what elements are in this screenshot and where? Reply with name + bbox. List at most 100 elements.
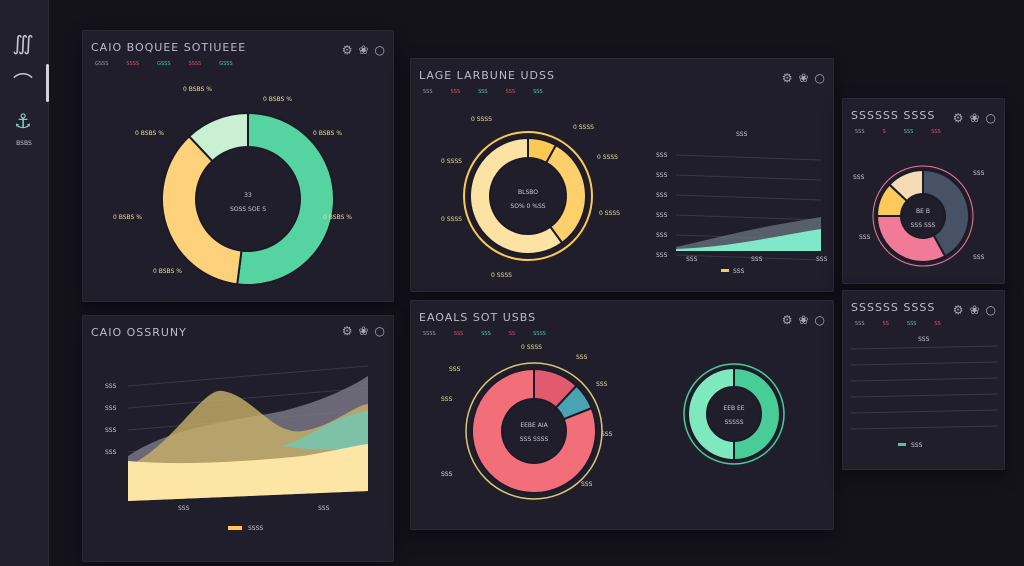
label: SSS <box>656 172 668 179</box>
label: 0 SSSS <box>599 210 620 217</box>
label: SSS <box>581 481 593 488</box>
label: SSS <box>105 427 117 434</box>
panel-title: LAGE LARBUNE UDSS <box>419 69 555 82</box>
settings-icon[interactable]: ⚙ <box>341 43 353 57</box>
legend: GSSS SSSS GSSS SSSS GSSS <box>95 61 233 67</box>
legend-item[interactable]: SSSS <box>423 331 436 337</box>
label: SSSSS <box>724 419 743 426</box>
legend-item[interactable]: SS <box>934 321 941 327</box>
label: 0 SSSS <box>491 272 512 279</box>
legend-item[interactable]: SSS <box>906 321 917 327</box>
legend-item[interactable]: SSS <box>903 129 914 135</box>
label: 33 <box>244 192 252 199</box>
label: 0 SSSS <box>521 344 542 351</box>
panel-toolbar: ⚙ ❀ ○ <box>342 43 385 57</box>
filter-icon[interactable]: ❀ <box>798 71 809 85</box>
more-icon[interactable]: ○ <box>985 303 996 317</box>
panel-title: CAIO OSSRUNY <box>91 326 187 339</box>
donut-segment[interactable] <box>471 367 597 494</box>
legend-item[interactable]: SSS <box>423 89 433 95</box>
label: 0 SSSS <box>471 116 492 123</box>
scrollbar[interactable] <box>46 64 49 102</box>
legend-item[interactable]: SSSS <box>188 61 202 67</box>
label: SSS <box>736 131 748 138</box>
donut-segment[interactable] <box>687 366 735 462</box>
settings-icon[interactable]: ⚙ <box>952 111 964 125</box>
legend-item[interactable]: SSSS <box>126 61 140 67</box>
label: SSS <box>751 256 763 263</box>
gridline <box>850 393 999 398</box>
legend-item[interactable]: SSS <box>931 129 941 135</box>
donut-segment[interactable] <box>888 168 924 203</box>
donut-segment[interactable] <box>875 215 947 263</box>
legend-item[interactable]: GSSS <box>219 61 233 67</box>
gridline <box>675 194 822 201</box>
panel-toolbar: ⚙ ❀ ○ <box>782 71 825 85</box>
legend-item[interactable]: SS <box>508 331 516 337</box>
legend-item[interactable]: SSS <box>505 89 516 95</box>
more-icon[interactable]: ○ <box>985 111 996 125</box>
settings-icon[interactable]: ⚙ <box>952 303 964 317</box>
curve-icon[interactable]: ⌒ <box>13 71 33 95</box>
donut-segment[interactable] <box>733 366 781 462</box>
filter-icon[interactable]: ❀ <box>358 324 369 338</box>
legend-item[interactable]: S <box>882 129 886 135</box>
legend-item[interactable]: SSS <box>481 331 491 337</box>
legend-item[interactable]: SSS <box>478 89 488 95</box>
label: SSS <box>105 405 117 412</box>
label: SSS <box>656 252 668 259</box>
filter-icon[interactable]: ❀ <box>358 43 369 57</box>
knot-icon[interactable]: ∭ <box>12 31 34 55</box>
label: 0 BSBS % <box>113 214 142 221</box>
label: SSS <box>686 256 698 263</box>
filter-icon[interactable]: ❀ <box>798 313 809 327</box>
legend-item[interactable]: SSS <box>533 89 543 95</box>
more-icon[interactable]: ○ <box>374 43 385 57</box>
settings-icon[interactable]: ⚙ <box>781 313 793 327</box>
filter-icon[interactable]: ❀ <box>969 303 980 317</box>
legend-item[interactable]: SS <box>882 321 889 327</box>
legend-item[interactable]: GSSS <box>95 61 109 67</box>
label: 0 SSSS <box>441 216 462 223</box>
donut-segment[interactable] <box>469 136 564 255</box>
label: SSS <box>973 254 985 261</box>
legend-item[interactable]: GSSS <box>157 61 171 67</box>
settings-icon[interactable]: ⚙ <box>781 71 793 85</box>
gridline <box>850 409 999 414</box>
more-icon[interactable]: ○ <box>814 71 825 85</box>
donut-segment[interactable] <box>922 168 970 258</box>
sidebar-label: BSBS <box>16 140 32 147</box>
gridline <box>127 365 369 387</box>
filter-icon[interactable]: ❀ <box>969 111 980 125</box>
panel-chart: BE B SSS SSS SSS SSS SSS SSS <box>853 165 985 267</box>
label: SSS <box>656 212 668 219</box>
label: SSS <box>105 383 117 390</box>
dashboard-panel: EAOALS SOT USBS SSSS SSS SSS SS SSSS ⚙ ❀ ○ EEBE A… <box>410 300 834 530</box>
anchor-icon[interactable]: ⚓ <box>14 109 32 133</box>
panel-toolbar: ⚙ ❀ ○ <box>782 313 825 327</box>
donut-segment[interactable] <box>161 134 243 286</box>
panel-chart: SSS SSS <box>850 336 999 449</box>
panel-toolbar: ⚙ ❀ ○ <box>953 111 996 125</box>
gridline <box>850 345 999 350</box>
panel-title: SSSSSS SSSS <box>851 109 936 122</box>
legend-item[interactable]: SSS <box>855 321 865 327</box>
label: SSS <box>656 232 668 239</box>
panel-chart: EEBE AIA SSS SSSS EEB EE SSSSS 0 SSSS SSS SSS S… <box>441 344 785 500</box>
legend: SSSS SSS SSS SS SSSS <box>423 331 546 337</box>
panel-title: EAOALS SOT USBS <box>419 311 537 324</box>
legend-item[interactable]: SSSS <box>533 331 546 337</box>
more-icon[interactable]: ○ <box>814 313 825 327</box>
gridline <box>127 387 369 409</box>
gridline <box>675 154 822 161</box>
label: SSS SSS <box>911 222 936 229</box>
legend-item[interactable]: SSS <box>855 129 865 135</box>
label: SSS <box>973 170 985 177</box>
donut-segment[interactable] <box>236 111 335 286</box>
settings-icon[interactable]: ⚙ <box>341 324 353 338</box>
donut-segment[interactable] <box>187 111 249 163</box>
legend-item[interactable]: SSS <box>450 89 461 95</box>
legend-item[interactable]: SSS <box>453 331 464 337</box>
more-icon[interactable]: ○ <box>374 324 385 338</box>
